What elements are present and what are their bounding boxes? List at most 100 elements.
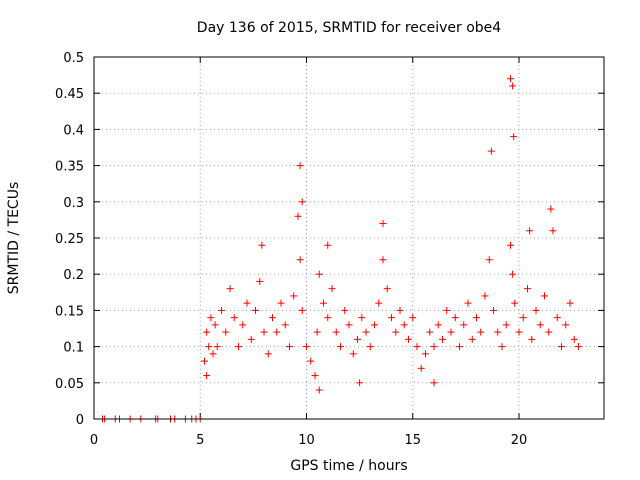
data-point	[247, 335, 255, 343]
x-tick-labels: 0 5 10 15 20	[90, 433, 527, 448]
x-tick-label: 20	[511, 433, 528, 448]
data-point	[222, 328, 230, 336]
data-point	[383, 285, 391, 293]
data-point	[218, 306, 225, 314]
y-tick-labels: 0 0.05 0.1 0.15 0.2 0.25 0.3 0.35 0.4 0.45 0.5	[55, 51, 84, 428]
data-point	[510, 133, 518, 141]
data-point	[294, 212, 302, 220]
data-point	[277, 299, 285, 307]
data-point	[230, 314, 238, 322]
data-point	[502, 321, 510, 329]
data-point	[430, 343, 438, 351]
data-point	[296, 256, 304, 264]
data-point	[426, 328, 434, 336]
data-point	[286, 343, 293, 351]
data-point	[213, 343, 221, 351]
y-tick-label: 0.3	[63, 196, 84, 211]
data-point	[451, 314, 459, 322]
data-point	[337, 343, 344, 351]
data-point	[260, 328, 268, 336]
data-point	[320, 299, 327, 307]
data-point	[485, 256, 493, 264]
data-point	[205, 343, 213, 351]
data-point	[468, 335, 476, 343]
x-tick-label: 15	[404, 433, 421, 448]
data-point	[226, 285, 234, 293]
data-point	[434, 321, 442, 329]
data-point	[201, 357, 208, 365]
y-tick-label: 0.05	[55, 377, 84, 392]
data-point	[413, 343, 421, 351]
data-point	[209, 350, 217, 358]
data-point	[566, 299, 574, 307]
y-tick-label: 0	[76, 413, 84, 428]
x-axis-title: GPS time / hours	[290, 458, 407, 474]
data-point	[473, 314, 480, 322]
data-point	[379, 220, 387, 228]
data-point	[481, 292, 489, 300]
data-point	[354, 335, 361, 343]
data-point	[258, 241, 266, 249]
data-point	[315, 386, 323, 394]
data-point	[447, 328, 455, 336]
data-point	[490, 306, 497, 314]
data-point	[545, 328, 553, 336]
grid-lines	[94, 57, 604, 419]
data-point	[371, 321, 378, 329]
data-point	[498, 343, 506, 351]
data-point	[430, 379, 438, 387]
data-point	[235, 343, 242, 351]
data-point	[311, 372, 319, 380]
data-point	[264, 350, 272, 358]
data-points	[99, 75, 582, 423]
axis-ticks	[93, 56, 604, 420]
y-tick-label: 0.25	[55, 232, 84, 247]
data-point	[422, 350, 429, 358]
data-point	[562, 321, 570, 329]
data-point	[307, 357, 315, 365]
data-point	[388, 314, 395, 322]
data-point	[575, 343, 582, 351]
data-point	[358, 314, 366, 322]
y-tick-label: 0.35	[55, 160, 84, 175]
x-tick-label: 5	[196, 433, 204, 448]
data-point	[519, 314, 527, 322]
data-point	[356, 379, 364, 387]
data-point	[405, 335, 412, 343]
data-point	[443, 306, 451, 314]
data-point	[341, 306, 349, 314]
data-point	[515, 328, 523, 336]
data-point	[528, 335, 536, 343]
data-point	[332, 328, 340, 336]
data-point	[532, 306, 540, 314]
data-point	[507, 241, 514, 249]
x-tick-label: 10	[298, 433, 315, 448]
data-point	[298, 198, 306, 206]
data-point	[203, 372, 211, 380]
data-point	[494, 328, 502, 336]
plot-frame	[93, 56, 605, 420]
data-point	[400, 321, 408, 329]
data-point	[547, 205, 555, 213]
data-point	[511, 299, 519, 307]
data-point	[477, 328, 485, 336]
y-tick-label: 0.2	[63, 268, 84, 283]
y-tick-label: 0.4	[63, 123, 84, 138]
data-point	[281, 321, 289, 329]
data-point	[549, 227, 557, 235]
data-point	[303, 343, 310, 351]
data-point	[256, 277, 264, 285]
data-point	[296, 162, 304, 170]
y-axis-title: SRMTID / TECUs	[6, 182, 22, 295]
data-point	[439, 335, 446, 343]
y-tick-label: 0.45	[55, 87, 84, 102]
data-point	[328, 285, 336, 293]
y-tick-label: 0.15	[55, 304, 84, 319]
data-point	[526, 227, 534, 235]
y-tick-label: 0.1	[63, 341, 84, 356]
data-point	[409, 314, 417, 322]
data-point	[541, 292, 548, 300]
data-point	[207, 314, 215, 322]
data-point	[324, 241, 332, 249]
